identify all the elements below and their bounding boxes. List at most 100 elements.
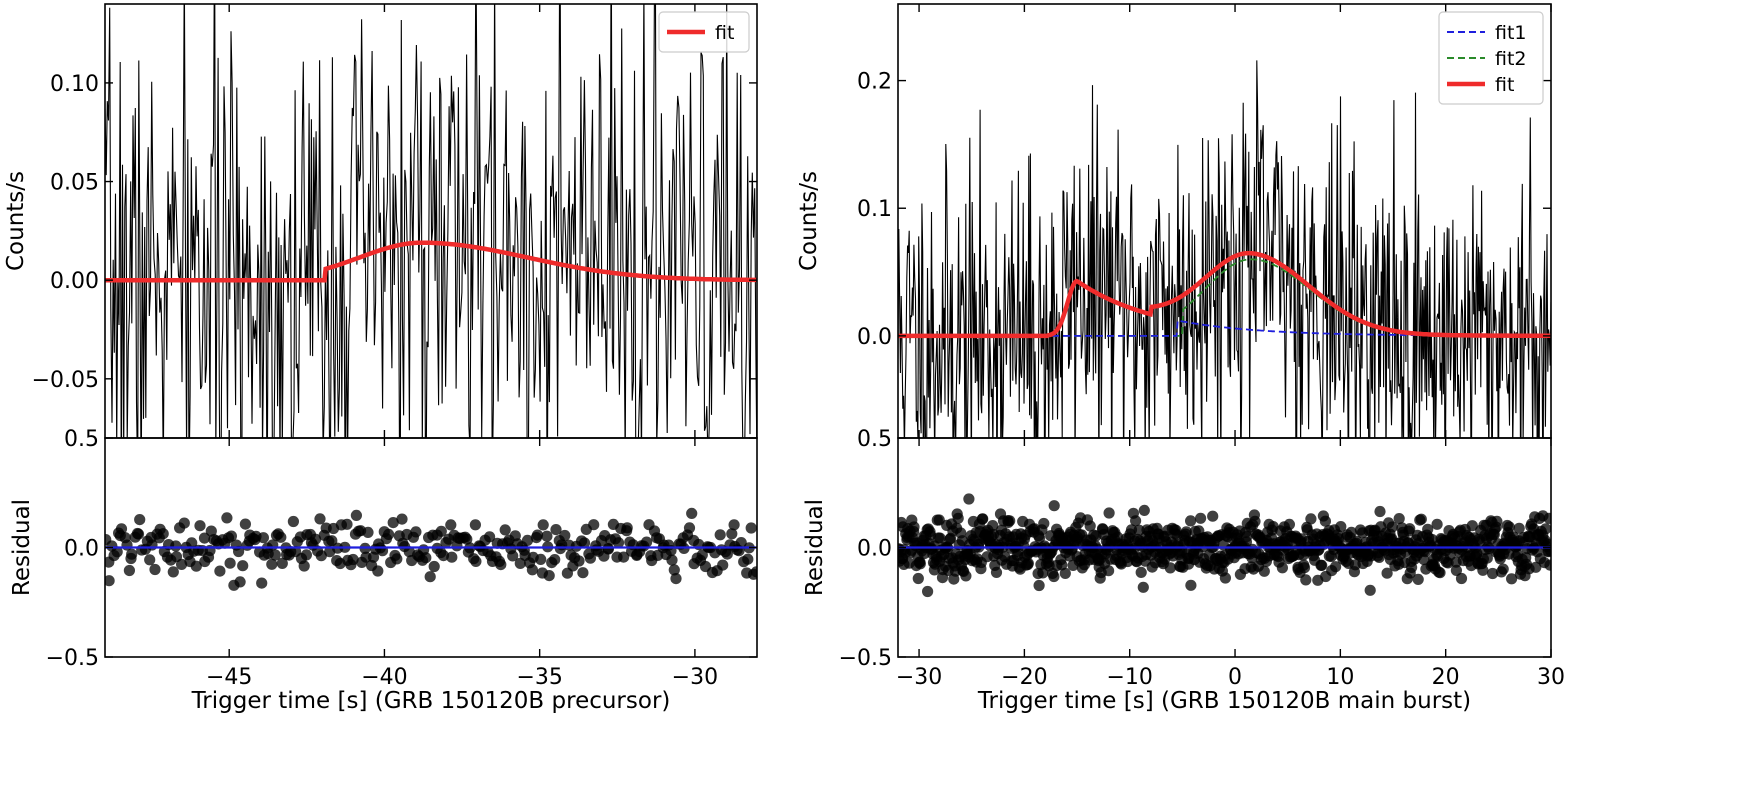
- residual-point: [194, 520, 206, 532]
- residual-point: [1491, 515, 1503, 528]
- residual-point: [309, 533, 322, 545]
- residual-point: [372, 565, 384, 577]
- residual-point: [696, 549, 708, 561]
- legend: fit: [658, 11, 750, 53]
- light-curve-data: [898, 60, 1551, 438]
- xtick-label: −35: [516, 665, 562, 690]
- residual-point: [1300, 574, 1312, 586]
- residual-point: [612, 537, 625, 549]
- residual-point: [1497, 563, 1509, 575]
- residual-point: [1056, 559, 1068, 571]
- residual-point: [714, 529, 726, 541]
- residual-point: [276, 557, 288, 570]
- residual-point: [1164, 562, 1176, 574]
- residual-point: [225, 530, 237, 542]
- residual-point: [717, 559, 729, 571]
- residual-point: [266, 558, 278, 570]
- legend-label-fit: fit: [1495, 74, 1514, 96]
- residual-point: [742, 553, 754, 565]
- residual-point: [1404, 523, 1416, 535]
- xtick-label: −30: [896, 665, 942, 690]
- residual-point: [1038, 517, 1050, 530]
- legend-label-fit2: fit2: [1495, 48, 1527, 70]
- residual-point: [1185, 515, 1197, 527]
- xtick-label: 10: [1326, 665, 1354, 690]
- residual-point: [1022, 557, 1034, 569]
- residual-point: [963, 493, 975, 505]
- residual-point: [499, 524, 511, 536]
- residual-point: [149, 563, 161, 576]
- residual-point: [256, 577, 268, 589]
- residual-point: [745, 522, 757, 534]
- legend-label-fit: fit: [715, 22, 734, 44]
- bottom-ytick-label: −0.5: [839, 646, 892, 671]
- fit1-curve: [898, 319, 1551, 337]
- residual-point: [1258, 565, 1270, 577]
- residual-point: [221, 512, 233, 524]
- residual-point: [1219, 572, 1231, 584]
- residual-point: [1103, 565, 1115, 577]
- residual-point: [157, 528, 169, 540]
- top-ytick-label: 0.1: [857, 197, 892, 222]
- residual-point: [198, 532, 211, 544]
- residual-point: [484, 531, 496, 543]
- residual-point: [621, 522, 633, 534]
- residual-point: [134, 514, 146, 526]
- residual-point: [144, 554, 156, 566]
- residual-point: [1412, 573, 1424, 586]
- top-ytick-label: 0.10: [50, 72, 99, 97]
- residual-point: [584, 552, 597, 564]
- residual-point: [190, 560, 202, 572]
- panel-left: −0.05 0.00 0.05 0.10 0.5 −0.5 0.0 −45 −40 −35 −30 C…: [3, 3, 758, 714]
- residual-point: [1481, 552, 1493, 564]
- light-curve-data: [105, 4, 757, 438]
- legend-box: [1438, 11, 1544, 105]
- residual-point: [577, 567, 589, 579]
- legend-label-fit1: fit1: [1495, 22, 1527, 44]
- residual-point: [1364, 584, 1376, 596]
- residual-point: [1543, 512, 1551, 524]
- residual-point: [578, 537, 591, 549]
- residual-point: [350, 509, 362, 521]
- bottom-ylabel: Residual: [802, 499, 828, 596]
- residual-point: [1386, 521, 1398, 533]
- residual-point: [315, 550, 327, 562]
- residual-point: [257, 532, 269, 544]
- residual-point: [683, 522, 696, 534]
- residual-point: [1455, 572, 1468, 585]
- residual-point: [1207, 510, 1219, 522]
- residual-point: [1138, 504, 1150, 516]
- residual-point: [1084, 520, 1096, 532]
- residual-point: [298, 560, 310, 572]
- residual-point: [1185, 579, 1197, 591]
- panel-right: 0.0 0.1 0.2 0.5 −0.5 0.0 −30 −20 −10 0 10 20 30 Count…: [796, 3, 1565, 714]
- residual-point: [1137, 581, 1149, 593]
- residual-point: [1381, 567, 1393, 579]
- residual-point: [239, 518, 251, 530]
- residual-point: [912, 572, 924, 585]
- residual-point: [1004, 515, 1016, 527]
- bottom-plot-area: [898, 493, 1551, 598]
- residual-point: [1477, 564, 1489, 576]
- residual-point: [977, 513, 989, 525]
- residual-point: [588, 519, 600, 531]
- residual-point: [1434, 567, 1446, 579]
- residual-point: [987, 520, 999, 532]
- xtick-label: −30: [672, 665, 718, 690]
- fit-curve: [898, 250, 1551, 339]
- residual-point: [543, 570, 555, 582]
- residual-point: [1048, 500, 1060, 512]
- residual-point: [1431, 518, 1443, 530]
- residual-point: [126, 548, 138, 560]
- residual-point: [214, 565, 226, 577]
- residual-point: [347, 553, 359, 566]
- top-plot-area: [105, 4, 757, 438]
- residual-point: [269, 549, 281, 561]
- residual-point: [205, 525, 217, 537]
- residual-point: [908, 521, 920, 533]
- residual-point: [461, 533, 473, 545]
- residual-point: [495, 559, 507, 571]
- residual-point: [728, 519, 740, 531]
- residual-point: [115, 523, 128, 535]
